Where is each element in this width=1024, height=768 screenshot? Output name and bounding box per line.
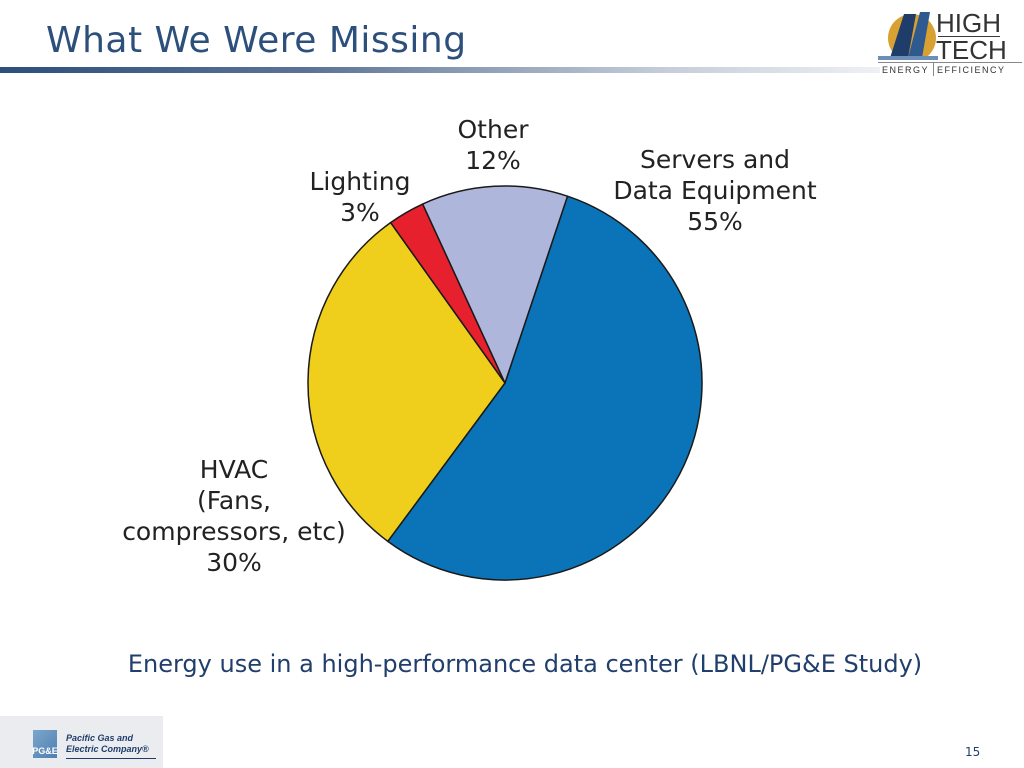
slice-label-other: Other 12% [440, 114, 546, 176]
slice-label-servers-line-2: Data Equipment [613, 176, 817, 205]
pie-slices [307, 185, 703, 581]
slice-label-lighting: Lighting 3% [292, 166, 428, 228]
slice-label-other-line-1: Other [457, 115, 529, 144]
pge-company-name: Pacific Gas and Electric Company® [66, 733, 156, 755]
logo-word-tech: TECH [936, 35, 1007, 65]
slice-label-lighting-line-1: Lighting [309, 167, 411, 196]
slide-title: What We Were Missing [46, 20, 467, 61]
pge-underline [66, 758, 156, 759]
high-tech-logo: HIGH TECH ENERGY EFFICIENCY [878, 8, 1022, 78]
slice-label-other-value: 12% [465, 146, 521, 175]
logo-subtitle-right: EFFICIENCY [937, 65, 1006, 75]
logo-subtitle-left: ENERGY [882, 65, 930, 75]
slice-label-servers: Servers and Data Equipment 55% [600, 144, 830, 237]
slice-label-servers-value: 55% [687, 207, 743, 236]
chart-caption: Energy use in a high-performance data ce… [127, 650, 923, 678]
slice-label-hvac-value: 30% [206, 548, 262, 577]
slice-label-hvac-line-1: HVAC [199, 455, 269, 484]
slice-label-lighting-value: 3% [340, 198, 380, 227]
logo-subtitle: ENERGY EFFICIENCY [878, 62, 1022, 76]
pge-mark-icon: PG&E [32, 730, 58, 758]
slice-label-hvac: HVAC (Fans, compressors, etc) 30% [108, 454, 360, 578]
slice-label-hvac-line-3: compressors, etc) [122, 517, 346, 546]
pie-slice-servers [387, 195, 703, 581]
page-number: 15 [965, 745, 981, 759]
pge-name-line-1: Pacific Gas and [66, 733, 134, 743]
pge-name-line-2: Electric Company® [66, 744, 149, 754]
logo-word-high: HIGH [936, 8, 1001, 38]
pie-slice-other [421, 185, 569, 384]
pie-slice-hvac [307, 221, 506, 543]
logo-emblem-icon [878, 12, 938, 60]
title-rule [0, 67, 880, 73]
pge-logo: PG&E Pacific Gas and Electric Company® [0, 716, 163, 768]
logo-divider [938, 36, 1000, 37]
slice-label-hvac-line-2: (Fans, [197, 486, 271, 515]
slice-label-servers-line-1: Servers and [640, 145, 790, 174]
logo-subtitle-divider [933, 63, 934, 76]
